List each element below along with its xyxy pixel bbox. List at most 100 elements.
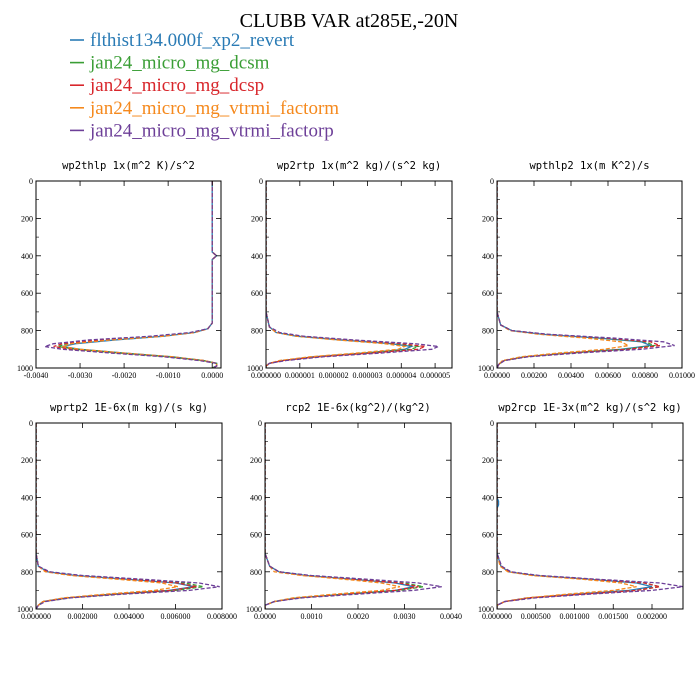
x-tick-label: 0.008000: [207, 612, 237, 621]
series-lines: [497, 181, 675, 368]
x-tick-label: 0.01000: [669, 371, 695, 380]
series-line-5: [44, 181, 218, 368]
y-tick-label: 600: [21, 289, 33, 298]
panel-2: wp2rtp 1x(m^2 kg)/(s^2 kg) 0 200 400 600 800 1…: [247, 160, 453, 380]
panel-title: wp2rtp 1x(m^2 kg)/(s^2 kg): [277, 160, 441, 172]
x-tick-label: 0.001500: [598, 612, 628, 621]
y-tick-label: 200: [21, 214, 33, 223]
x-tick-label: 0.000000: [482, 612, 512, 621]
x-tick-label: 0.002000: [637, 612, 667, 621]
panel-title: wpthlp2 1x(m K^2)/s: [529, 160, 649, 172]
x-tick-label: 0.000005: [420, 371, 450, 380]
legend-entry-2: jan24_micro_mg_dcsm: [89, 53, 270, 74]
panel-6: wp2rcp 1E-3x(m^2 kg)/(s^2 kg) 0 200 400 600 8…: [478, 402, 684, 621]
x-tick-label: 0.006000: [161, 612, 191, 621]
series-lines: [265, 423, 442, 609]
panel-title: wprtp2 1E-6x(m kg)/(s kg): [50, 402, 208, 414]
plot-frame: [496, 180, 683, 369]
y-tick-label: 600: [251, 289, 263, 298]
y-tick-label: 1000: [17, 364, 33, 373]
legend-entry-5: jan24_micro_mg_vtrmi_factorp: [89, 120, 334, 141]
panel-4: wprtp2 1E-6x(m kg)/(s kg) 0 200 400 600 800 10…: [17, 402, 237, 621]
series-line-3: [53, 181, 218, 368]
x-tick-label: 0.00800: [632, 371, 658, 380]
panel-5: rcp2 1E-6x(kg^2)/(kg^2) 0 200 400 600 800 1000…: [246, 402, 462, 621]
plot-frame: [496, 422, 684, 610]
series-line-3: [497, 181, 661, 368]
x-tick-label: -0.0020: [112, 371, 137, 380]
y-tick-label: 400: [21, 252, 33, 261]
y-tick-label: 800: [482, 568, 494, 577]
series-line-5: [497, 423, 683, 609]
x-tick-label: 0.0000: [201, 371, 223, 380]
series-lines: [497, 423, 683, 609]
x-tick-label: 0.002000: [68, 612, 98, 621]
plot-frame: [35, 422, 223, 610]
plot-frame: [35, 180, 222, 369]
y-tick-label: 600: [250, 531, 262, 540]
y-tick-label: 200: [482, 456, 494, 465]
x-tick-label: -0.0010: [156, 371, 181, 380]
series-line-5: [266, 181, 442, 368]
y-tick-label: 0: [490, 177, 494, 186]
y-tick-label: 800: [21, 327, 33, 336]
legend-entry-1: flthist134.000f_xp2_revert: [90, 30, 295, 51]
y-tick-label: 400: [21, 493, 33, 502]
legend-entry-4: jan24_micro_mg_vtrmi_factorm: [89, 98, 339, 119]
y-tick-label: 800: [250, 568, 262, 577]
y-tick-label: 400: [482, 252, 494, 261]
y-tick-label: 600: [21, 531, 33, 540]
y-tick-label: 1000: [478, 364, 494, 373]
y-tick-label: 1000: [478, 605, 494, 614]
series-line-5: [265, 423, 442, 609]
series-lines: [266, 181, 442, 368]
figure-title: CLUBB VAR at285E,-20N: [240, 10, 459, 32]
x-tick-label: 0.00400: [558, 371, 584, 380]
panels: wp2thlp 1x(m^2 K)/s^2 0 200 400 600 800 1000 -0…: [17, 160, 695, 621]
series-line-4: [497, 181, 631, 368]
y-tick-label: 0: [29, 177, 33, 186]
x-tick-label: -0.0030: [68, 371, 93, 380]
series-line-2: [57, 181, 218, 368]
x-tick-label: 0.001000: [560, 612, 590, 621]
y-tick-label: 1000: [17, 605, 33, 614]
y-tick-label: 400: [482, 493, 494, 502]
y-tick-label: 800: [21, 568, 33, 577]
x-tick-label: 0.000500: [521, 612, 551, 621]
legend: flthist134.000f_xp2_revertjan24_micro_mg…: [70, 30, 339, 141]
y-tick-label: 1000: [246, 605, 262, 614]
x-tick-label: 0.000000: [251, 371, 281, 380]
x-tick-label: 0.000004: [386, 371, 416, 380]
x-tick-label: 0.004000: [114, 612, 144, 621]
x-tick-label: 0.000002: [319, 371, 349, 380]
y-tick-label: 0: [259, 177, 263, 186]
series-line-5: [36, 423, 220, 609]
x-tick-label: 0.0030: [394, 612, 416, 621]
x-tick-label: 0.000001: [285, 371, 315, 380]
x-tick-label: 0.0020: [347, 612, 369, 621]
y-tick-label: 200: [482, 214, 494, 223]
y-tick-label: 800: [251, 327, 263, 336]
panel-3: wpthlp2 1x(m K^2)/s020040060080010000.00…: [478, 160, 695, 380]
y-tick-label: 600: [482, 289, 494, 298]
y-tick-label: 600: [482, 531, 494, 540]
x-tick-label: 0.0010: [301, 612, 323, 621]
y-tick-label: 400: [251, 252, 263, 261]
y-tick-label: 200: [250, 456, 262, 465]
y-tick-label: 200: [21, 456, 33, 465]
y-tick-label: 0: [258, 419, 262, 428]
panel-title: wp2thlp 1x(m^2 K)/s^2: [62, 160, 195, 172]
x-tick-label: 0.00000: [484, 371, 510, 380]
y-tick-label: 1000: [247, 364, 263, 373]
x-tick-label: 0.00600: [595, 371, 621, 380]
x-tick-label: 0.000000: [21, 612, 51, 621]
series-lines: [36, 423, 220, 609]
panel-title: rcp2 1E-6x(kg^2)/(kg^2): [285, 402, 430, 414]
x-tick-label: 0.000003: [352, 371, 382, 380]
y-tick-label: 0: [29, 419, 33, 428]
series-lines: [44, 181, 218, 368]
panel-1: wp2thlp 1x(m^2 K)/s^2 0 200 400 600 800 1000 -0…: [17, 160, 223, 380]
series-line-2: [265, 423, 424, 609]
y-tick-label: 800: [482, 327, 494, 336]
